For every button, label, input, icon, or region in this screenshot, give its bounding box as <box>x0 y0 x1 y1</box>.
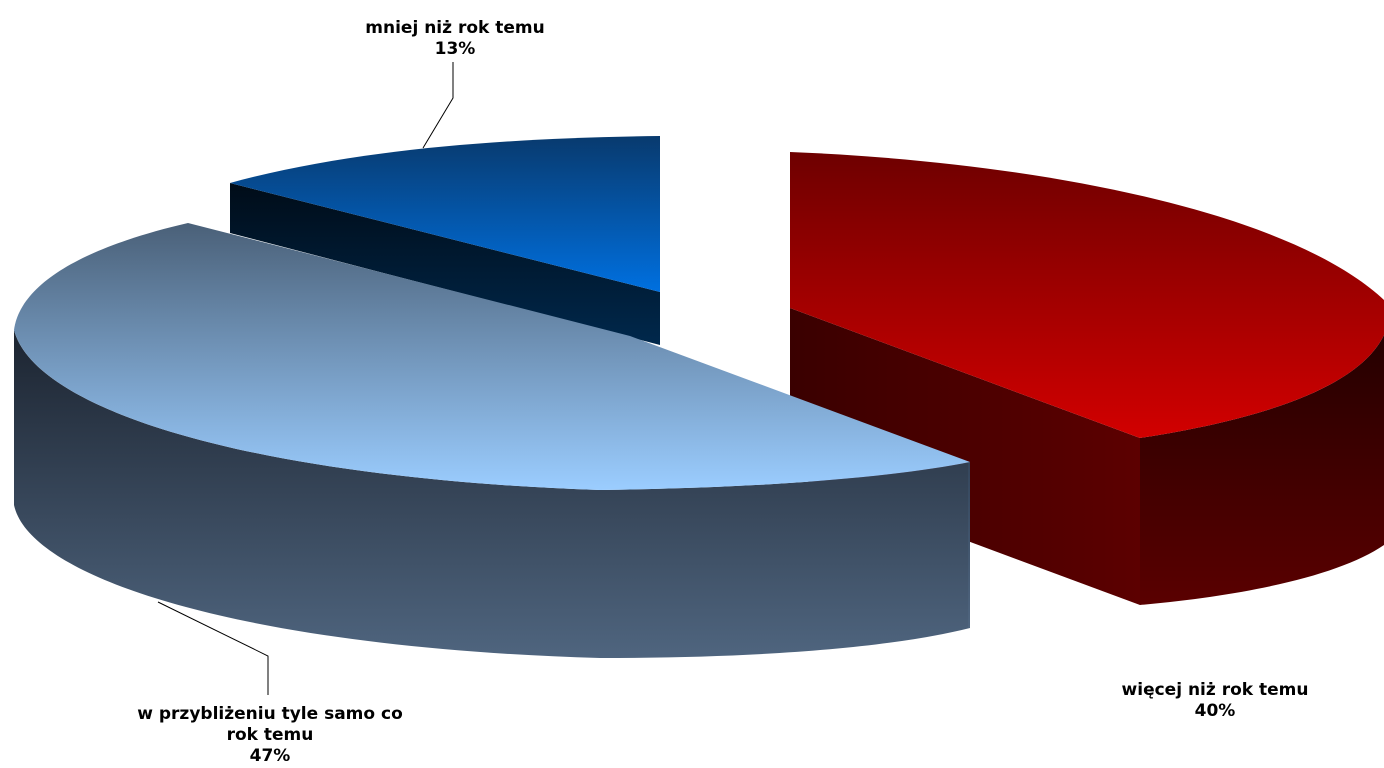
label-less-value: 13% <box>434 39 476 59</box>
pie-slice-same <box>14 223 970 658</box>
leader-line-less <box>422 62 454 149</box>
label-same: w przybliżeniu tyle samo co rok temu 47% <box>100 704 440 767</box>
leader-line-same <box>157 601 269 695</box>
label-more-name: więcej niż rok temu <box>1121 680 1309 700</box>
slice-more-top <box>790 152 1384 438</box>
label-same-name: w przybliżeniu tyle samo co <box>137 704 403 724</box>
label-less: mniej niż rok temu 13% <box>330 18 580 60</box>
label-more: więcej niż rok temu 40% <box>1090 680 1340 722</box>
slice-more-cut <box>790 308 1140 605</box>
slice-same-top <box>14 223 970 490</box>
slice-same-side <box>14 330 970 658</box>
slice-less-top <box>230 136 660 292</box>
label-same-value: 47% <box>249 746 291 766</box>
pie-slice-more <box>790 152 1384 605</box>
slice-same-cut <box>968 462 970 628</box>
slice-less-cut-left <box>230 183 660 345</box>
label-more-value: 40% <box>1194 701 1236 721</box>
label-less-name: mniej niż rok temu <box>365 18 545 38</box>
pie-slice-less <box>230 136 660 345</box>
slice-more-side <box>1140 335 1384 605</box>
label-same-name-2: rok temu <box>226 725 314 745</box>
